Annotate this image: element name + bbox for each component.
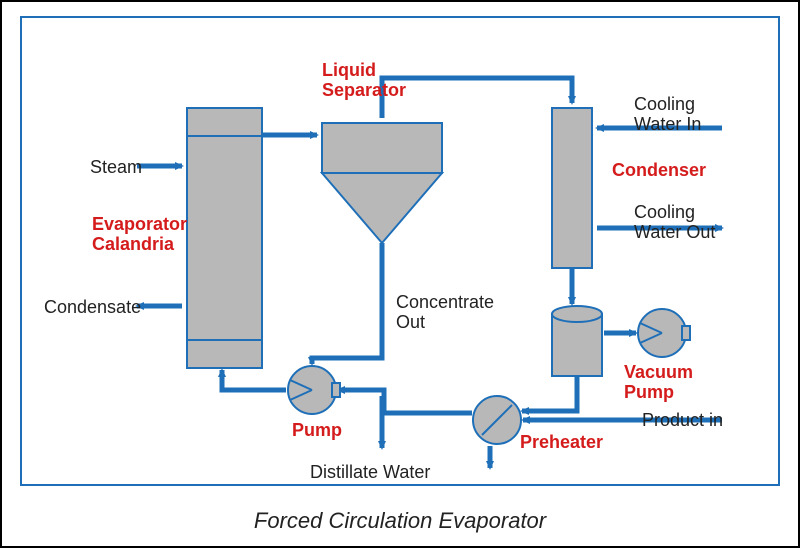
label-steam: Steam: [90, 157, 142, 177]
diagram-inner: LiquidSeparator EvaporatorCalandria Cond…: [20, 16, 780, 486]
pipe-recv-down: [522, 376, 577, 411]
process-diagram: LiquidSeparator EvaporatorCalandria Cond…: [22, 18, 782, 490]
diagram-frame: LiquidSeparator EvaporatorCalandria Cond…: [0, 0, 800, 548]
pipe-preheat-to-pump: [338, 390, 472, 413]
label-distillate: Distillate Water: [310, 462, 430, 482]
label-evaporator: EvaporatorCalandria: [92, 214, 187, 254]
condenser: [552, 108, 592, 268]
label-product-in: Product in: [642, 410, 723, 430]
label-cooling-in: CoolingWater In: [634, 94, 701, 134]
evaporator-calandria: [187, 108, 262, 368]
vacuum-pump: [638, 309, 690, 357]
pipe-sep-to-pump: [312, 333, 382, 364]
caption: Forced Circulation Evaporator: [2, 508, 798, 534]
label-liquid-separator: LiquidSeparator: [322, 60, 406, 100]
pump: [288, 366, 340, 414]
preheater: [473, 396, 521, 444]
label-condenser: Condenser: [612, 160, 706, 180]
label-vacuum: VacuumPump: [624, 362, 693, 402]
label-pump: Pump: [292, 420, 342, 440]
label-concentrate: ConcentrateOut: [396, 292, 494, 332]
label-preheater: Preheater: [520, 432, 603, 452]
pipe-pump-to-evap: [222, 370, 286, 390]
label-condensate: Condensate: [44, 297, 141, 317]
receiver: [552, 306, 602, 376]
label-cooling-out: CoolingWater Out: [634, 202, 715, 242]
pipe-sep-to-cond: [382, 78, 572, 118]
